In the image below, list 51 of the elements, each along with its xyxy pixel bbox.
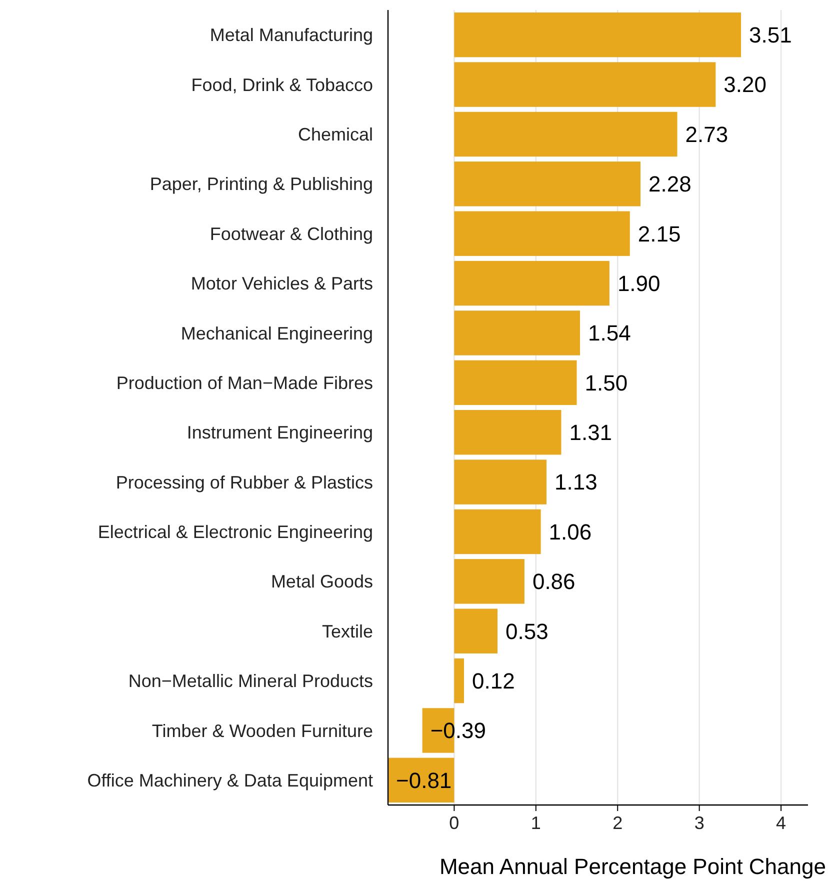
x-tick-label: 0 bbox=[449, 813, 460, 833]
y-tick-label: Production of Man−Made Fibres bbox=[116, 372, 373, 393]
y-tick-label: Footwear & Clothing bbox=[210, 224, 373, 244]
x-tick-label: 1 bbox=[530, 813, 541, 833]
bar bbox=[454, 211, 630, 256]
bar bbox=[454, 460, 547, 504]
bar bbox=[454, 310, 580, 356]
bar bbox=[454, 608, 498, 654]
data-label: −0.81 bbox=[396, 768, 452, 793]
data-label: 1.31 bbox=[569, 420, 612, 446]
data-label: 1.50 bbox=[584, 370, 628, 396]
y-tick-label: Electrical & Electronic Engineering bbox=[98, 522, 373, 542]
bar bbox=[454, 112, 678, 157]
bar bbox=[454, 509, 541, 554]
bar bbox=[454, 162, 640, 206]
y-tick-label: Food, Drink & Tobacco bbox=[191, 74, 373, 95]
y-tick-label: Metal Manufacturing bbox=[210, 25, 373, 46]
bar bbox=[454, 410, 562, 455]
y-tick-label: Processing of Rubber & Plastics bbox=[116, 472, 373, 492]
bar bbox=[454, 559, 524, 604]
y-tick-label: Paper, Printing & Publishing bbox=[150, 174, 373, 194]
data-label: 0.86 bbox=[532, 569, 576, 594]
data-label: 1.13 bbox=[554, 470, 598, 495]
data-label: 2.15 bbox=[638, 221, 681, 246]
y-tick-label: Office Machinery & Data Equipment bbox=[87, 770, 373, 790]
y-tick-label: Mechanical Engineering bbox=[180, 323, 373, 344]
data-label: 1.06 bbox=[548, 519, 592, 544]
data-label: 1.90 bbox=[617, 270, 660, 296]
data-label: 3.51 bbox=[748, 22, 792, 48]
data-label: 0.12 bbox=[472, 668, 515, 694]
data-label: 3.20 bbox=[724, 72, 766, 98]
bar bbox=[454, 360, 577, 406]
data-label: 0.53 bbox=[505, 618, 548, 644]
bar bbox=[454, 658, 464, 704]
y-tick-label: Motor Vehicles & Parts bbox=[190, 274, 373, 294]
bar bbox=[454, 62, 716, 107]
y-tick-label: Chemical bbox=[298, 124, 373, 145]
data-label: 2.28 bbox=[648, 172, 692, 197]
bar bbox=[454, 260, 610, 306]
y-tick-label: Textile bbox=[322, 621, 373, 642]
x-tick-label: 3 bbox=[694, 813, 704, 833]
x-tick-label: 4 bbox=[776, 813, 786, 833]
data-label: 1.54 bbox=[588, 320, 631, 346]
x-tick-label: 2 bbox=[612, 813, 623, 833]
bar bbox=[454, 12, 741, 58]
y-tick-label: Non−Metallic Mineral Products bbox=[128, 671, 373, 692]
y-tick-label: Instrument Engineering bbox=[186, 422, 373, 443]
y-tick-label: Timber & Wooden Furniture bbox=[152, 720, 373, 741]
data-label: 2.73 bbox=[685, 122, 728, 147]
y-tick-label: Metal Goods bbox=[270, 572, 373, 592]
x-axis-title: Mean Annual Percentage Point Change bbox=[439, 854, 826, 879]
